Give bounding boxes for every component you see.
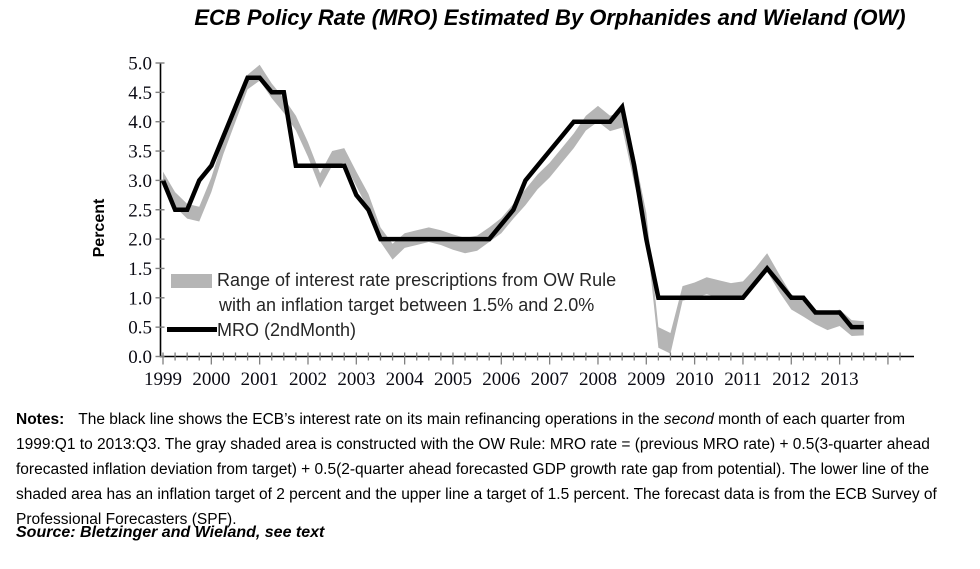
y-tick-label: 5.0 (128, 54, 152, 75)
y-tick-label: 4.0 (128, 112, 152, 133)
x-tick-label: 2009 (627, 369, 665, 390)
source-line: Source: Bletzinger and Wieland, see text (16, 524, 325, 541)
y-tick-label: 3.0 (128, 171, 152, 192)
x-axis-ticks (162, 352, 901, 365)
chart-title: ECB Policy Rate (MRO) Estimated By Orpha… (194, 5, 906, 30)
y-tick-label: 2.0 (128, 230, 152, 251)
x-tick-label: 2010 (676, 369, 714, 390)
y-axis-title: Percent (91, 198, 108, 257)
x-tick-label: 2000 (192, 369, 230, 390)
notes-italic-word: second (663, 411, 714, 428)
mro-legend-label: MRO (2ndMonth) (217, 320, 357, 340)
notes-text-1: The black line shows the ECB’s interest … (78, 411, 664, 428)
y-axis-title-text: Percent (91, 198, 108, 257)
band-legend-label-line2: with an inflation target between 1.5% an… (219, 295, 595, 315)
x-axis-labels: 1999 2000 2001 2002 2003 2004 2005 2006 2007 2008… (144, 369, 859, 390)
mro-line (160, 75, 864, 330)
x-tick-label: 2007 (531, 369, 569, 390)
y-tick-label: 1.5 (128, 259, 152, 280)
notes-text-2: month of each quarter from 1999:Q1 to 20… (16, 411, 937, 528)
x-tick-label: 2006 (482, 369, 520, 390)
y-axis-labels: 5.0 4.5 4.0 3.5 3.0 2.5 2.0 1.5 1.0 0.5 0.0 (128, 54, 152, 369)
y-tick-label: 0.5 (128, 318, 152, 339)
mro-legend-swatch (167, 327, 217, 332)
notes-label: Notes: (16, 411, 65, 428)
x-tick-label: 2003 (337, 369, 375, 390)
y-tick-label: 4.5 (128, 83, 152, 104)
x-tick-label: 2004 (386, 369, 425, 390)
y-tick-label: 2.5 (128, 200, 152, 221)
y-axis-ticks (155, 62, 165, 358)
x-tick-label: 2013 (821, 369, 859, 390)
x-tick-label: 2011 (724, 369, 761, 390)
x-tick-label: 2001 (241, 369, 279, 390)
x-tick-label: 2002 (289, 369, 327, 390)
y-tick-label: 1.0 (128, 288, 152, 309)
x-tick-label: 1999 (144, 369, 182, 390)
x-tick-label: 2008 (579, 369, 617, 390)
policy-rate-chart: 5.0 4.5 4.0 3.5 3.0 2.5 2.0 1.5 1.0 0.5 0.0 1999 20… (91, 54, 914, 390)
notes-paragraph: Notes: The black line shows the ECB’s int… (16, 407, 952, 532)
y-tick-label: 3.5 (128, 142, 152, 163)
y-tick-label: 0.0 (128, 347, 152, 368)
x-tick-label: 2005 (434, 369, 472, 390)
mro-polyline (160, 75, 864, 330)
band-legend-label-line1: Range of interest rate prescriptions fro… (217, 270, 617, 290)
band-legend-swatch (171, 274, 212, 288)
x-tick-label: 2012 (772, 369, 810, 390)
